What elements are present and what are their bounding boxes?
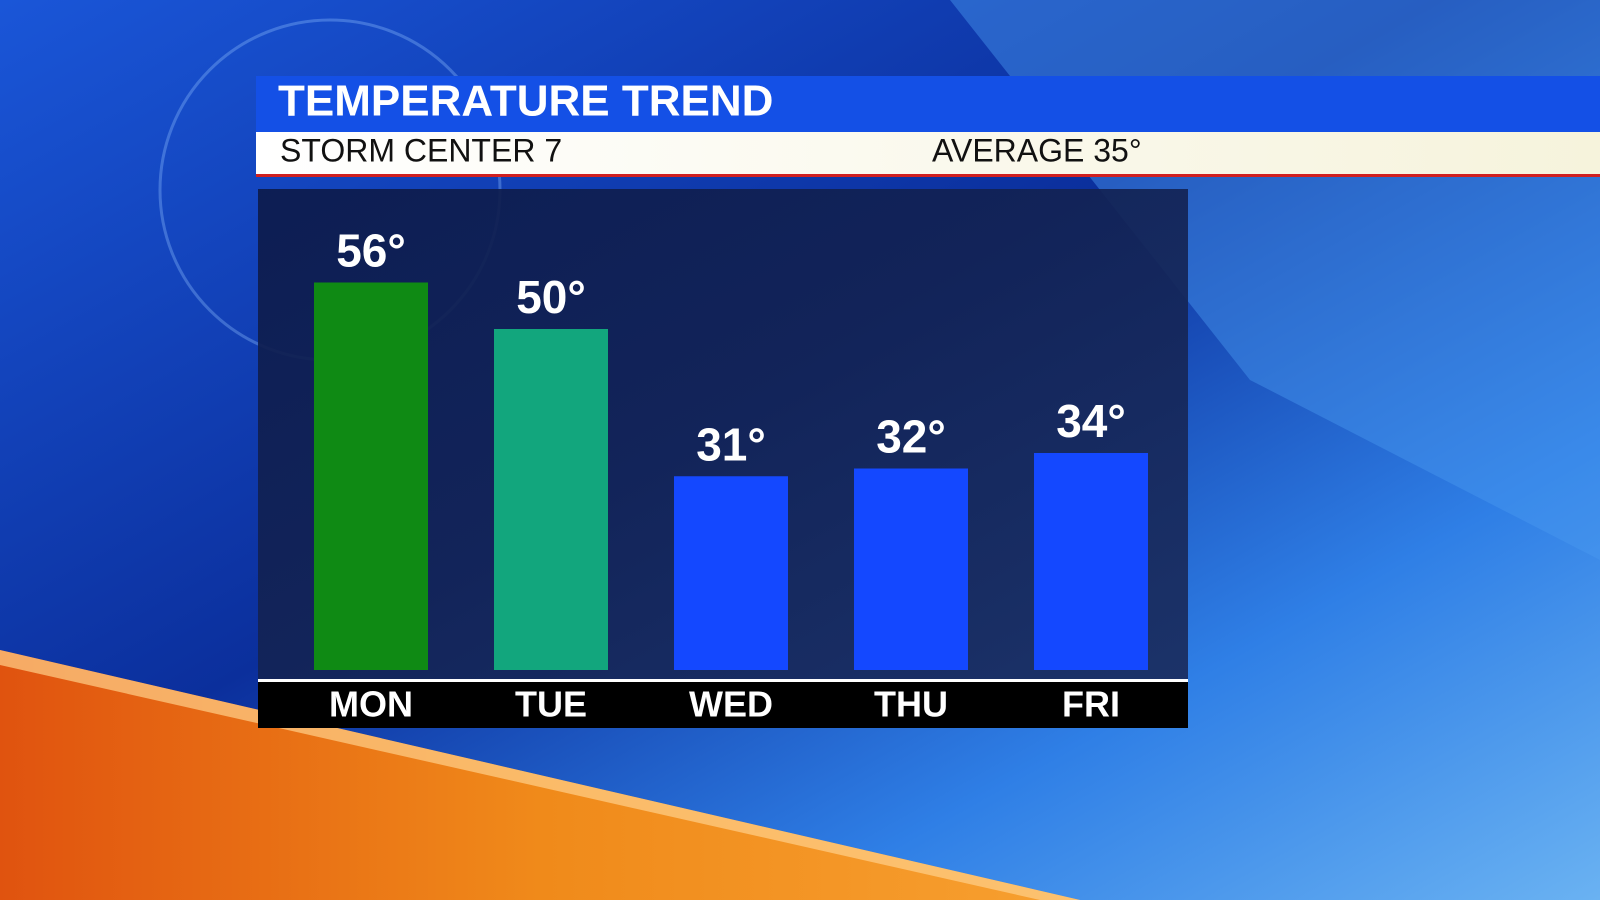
title-bar: [256, 76, 1600, 132]
bar: [494, 329, 608, 670]
bar: [314, 282, 428, 670]
data-label: 32°: [876, 411, 946, 463]
chart-subtitle: STORM CENTER 7: [280, 132, 562, 168]
data-label: 50°: [516, 271, 586, 323]
annotation: AVERAGE 35°: [932, 132, 1142, 168]
data-label: 31°: [696, 418, 766, 470]
bar: [854, 468, 968, 670]
x-tick-label: WED: [689, 684, 773, 725]
category-strip: [258, 682, 1188, 728]
subtitle-bar: [256, 132, 1600, 174]
subtitle-rule: [256, 174, 1600, 177]
x-tick-label: MON: [329, 684, 413, 725]
x-tick-label: FRI: [1062, 684, 1120, 725]
chart-title: TEMPERATURE TREND: [278, 77, 773, 126]
baseline: [258, 679, 1188, 682]
data-label: 34°: [1056, 395, 1126, 447]
bar: [1034, 453, 1148, 670]
data-label: 56°: [336, 225, 406, 277]
x-tick-label: TUE: [515, 684, 587, 725]
bar: [674, 476, 788, 670]
x-tick-label: THU: [874, 684, 948, 725]
